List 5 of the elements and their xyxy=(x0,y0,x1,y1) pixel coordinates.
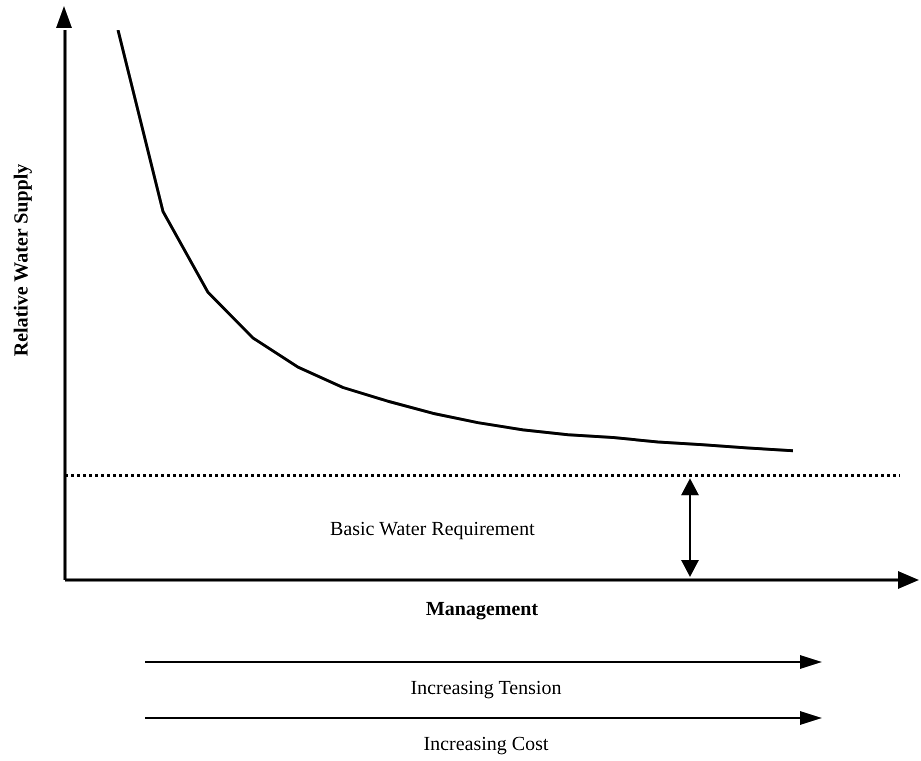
x-axis-title: Management xyxy=(424,598,540,621)
text: Increasing Tension xyxy=(410,677,562,700)
ref-line-label: Basic Water Requirement xyxy=(330,518,535,542)
y-axis-title: Relative Water Supply xyxy=(10,164,34,356)
text: Increasing Cost xyxy=(422,733,550,756)
